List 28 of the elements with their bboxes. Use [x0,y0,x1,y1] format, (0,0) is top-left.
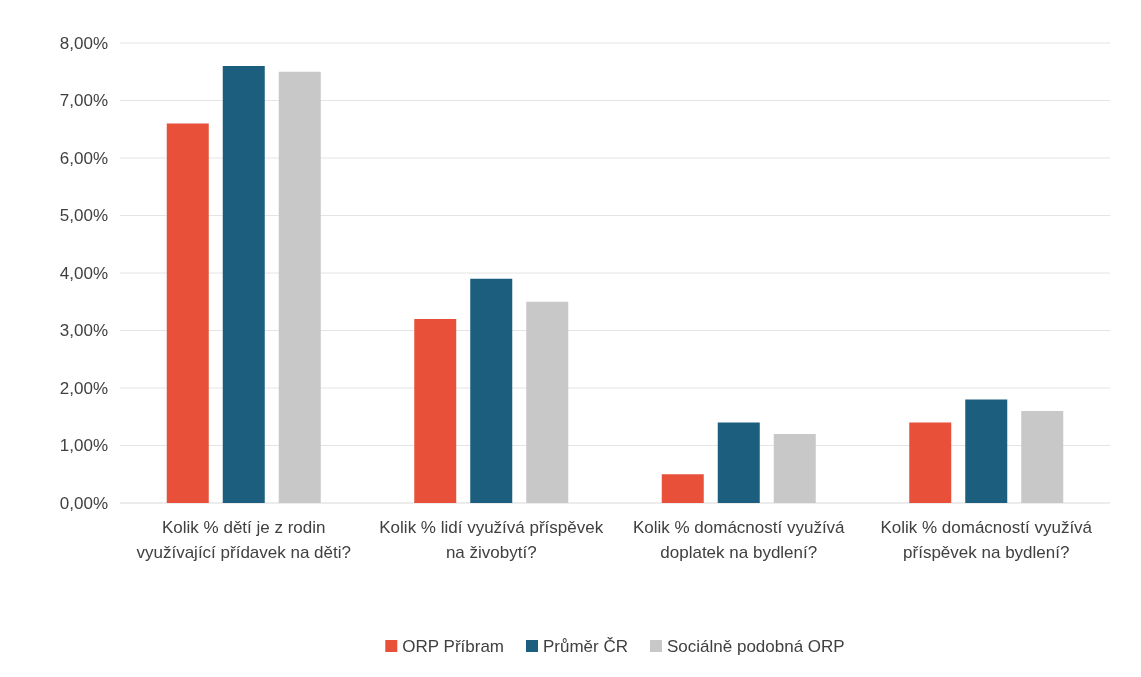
bar [414,319,457,503]
x-tick-label: Kolik % domácností využívá příspěvek na bydlení? [880,518,1093,562]
y-tick-label: 6,00% [59,148,108,168]
bar [1021,411,1064,503]
bar [909,422,952,503]
x-tick-label: Kolik % lidí využívá příspěvek na živobytí? [379,518,604,562]
bar [526,301,569,503]
bar [166,123,209,503]
x-tick-label: Kolik % domácností využívá doplatek na bydlení? [632,518,846,562]
y-tick-label: 4,00% [59,263,108,283]
legend-label: Sociálně podobná ORP [667,637,845,656]
bar [965,399,1008,503]
bar [661,474,704,503]
bar [470,278,513,503]
y-tick-label: 8,00% [59,33,108,53]
y-tick-label: 5,00% [59,206,108,226]
legend-label: ORP Příbram [402,637,505,656]
bar [278,71,321,503]
bar [773,434,816,503]
y-tick-label: 3,00% [59,321,108,341]
y-tick-label: 7,00% [59,91,108,111]
y-tick-label: 1,00% [59,436,108,456]
y-tick-label: 2,00% [59,378,108,398]
y-tick-label: 0,00% [59,493,108,513]
x-tick-label: Kolik % dětí je z rodin využívající přídavek na děti? [136,518,352,562]
bar [717,422,760,503]
bar [222,66,265,503]
legend-label: Průměr ČR [543,637,629,656]
